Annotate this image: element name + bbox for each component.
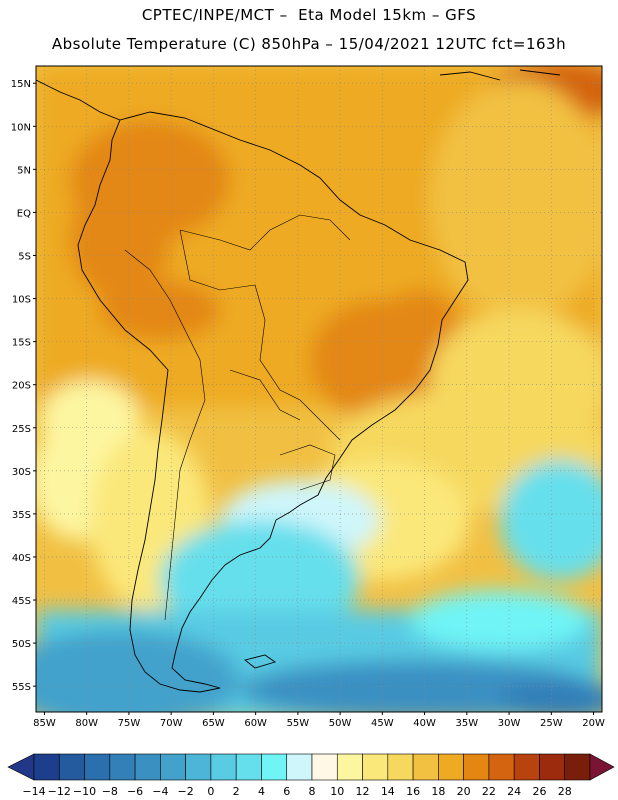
lon-tick-label: 50W [329,718,352,729]
lon-tick-label: 75W [118,718,141,729]
colorbar-swatch [488,753,515,781]
lon-tick-label: 70W [160,718,183,729]
temperature-field [36,66,602,712]
coastlines [36,69,561,693]
lon-tick-label: 45W [371,718,394,729]
colorbar-swatch [210,753,237,781]
colorbar-label: 0 [207,785,214,798]
colorbar-swatch [261,753,288,781]
lat-tick-label: 30S [12,467,31,478]
colorbar-label: 8 [309,785,316,798]
colorbar-swatch [134,753,161,781]
colorbar-under-arrow [7,753,35,781]
caribbean-islands [439,69,561,81]
falklands [244,654,277,669]
colorbar-swatch [513,753,540,781]
colorbar-label: 6 [283,785,290,798]
colorbar-label: 16 [406,785,420,798]
colorbar-swatch [438,753,464,781]
colorbar-label: 14 [381,785,395,798]
lon-tick-label: 65W [202,718,225,729]
lon-tick-label: 85W [33,718,56,729]
colorbar-swatch [109,753,136,781]
colorbar-swatch [362,753,389,781]
colorbar-label: 20 [457,785,471,798]
colorbar-swatch [539,753,566,781]
colorbar-label: 26 [532,785,546,798]
lat-tick-label: 45S [12,596,31,607]
border-uruguay [279,444,336,491]
lon-tick-label: 55W [287,718,310,729]
lat-tick-label: 25S [12,424,31,435]
lon-tick-label: 30W [498,718,521,729]
lon-tick-label: 35W [456,718,479,729]
lon-tick-label: 40W [413,718,436,729]
colorbar-label: 4 [258,785,265,798]
colorbar-swatch [84,753,111,781]
lat-tick-label: 10S [12,295,31,306]
colorbar-label: 22 [482,785,496,798]
colorbar-swatch [336,753,363,781]
colorbar-swatch [286,753,313,781]
colorbar-label: 12 [356,785,370,798]
colorbar-label: −4 [152,785,168,798]
lat-tick-label: 15N [11,79,31,90]
colorbar-label: −8 [102,785,118,798]
colorbar: −14 −12 −10 −8 −6 −4 −2 0 2 4 6 8 10 12 14 16 18 20 22 24 26… [7,753,615,798]
temperature-map: 15N 10N 5N EQ 5S 10S 15S 20S 25S 30S 35S 40S 45S 50S 5… [11,65,605,729]
colorbar-swatch [463,753,490,781]
colorbar-swatch [387,753,414,781]
lat-tick-label: EQ [17,208,31,219]
colorbar-swatch [185,753,212,781]
colorbar-label: 18 [431,785,445,798]
colorbar-swatch [235,753,262,781]
central-america-coastline [36,79,121,121]
colorbar-swatch [564,753,591,781]
colorbar-label: −14 [22,785,45,798]
map-frame [35,65,603,713]
lat-tick-label: 40S [12,553,31,564]
colorbar-label: −12 [48,785,71,798]
border-andes [124,249,206,621]
lat-tick-label: 15S [12,338,31,349]
colorbar-swatch [33,753,60,781]
lon-tick-label: 80W [75,718,98,729]
longitude-labels: 85W 80W 75W 70W 65W 60W 55W 50W 45W 40W 35W 30W 25W 2… [33,712,605,729]
latitude-labels: 15N 10N 5N EQ 5S 10S 15S 20S 25S 30S 35S 40S 45S 50S 5… [11,79,36,693]
colorbar-label: 24 [507,785,521,798]
lat-tick-label: 5N [17,165,31,176]
colorbar-swatch [160,753,186,781]
lon-tick-label: 60W [244,718,267,729]
colorbar-label: −6 [127,785,143,798]
lat-tick-label: 10N [11,122,31,133]
lon-tick-label: 25W [540,718,563,729]
south-america-coastline [77,111,469,693]
border-brazil [179,214,351,441]
colorbar-label: 2 [233,785,240,798]
lon-tick-label: 20W [582,718,605,729]
colorbar-over-arrow [589,753,615,781]
lat-tick-label: 55S [12,682,31,693]
lat-tick-label: 20S [12,381,31,392]
colorbar-label: −2 [178,785,194,798]
map-title-line1: CPTEC/INPE/MCT – Eta Model 15km – GFS [141,6,477,24]
lat-tick-label: 35S [12,510,31,521]
lat-tick-label: 5S [18,251,31,262]
country-borders [124,214,351,621]
colorbar-label: −10 [73,785,96,798]
colorbar-swatch [311,753,338,781]
colorbar-label: 10 [330,785,344,798]
colorbar-swatch [58,753,85,781]
map-title-line2: Absolute Temperature (C) 850hPa – 15/04/… [51,35,567,53]
colorbar-label: 28 [558,785,572,798]
lat-tick-label: 50S [12,639,31,650]
colorbar-swatch [412,753,439,781]
border-paraguay [229,369,301,421]
